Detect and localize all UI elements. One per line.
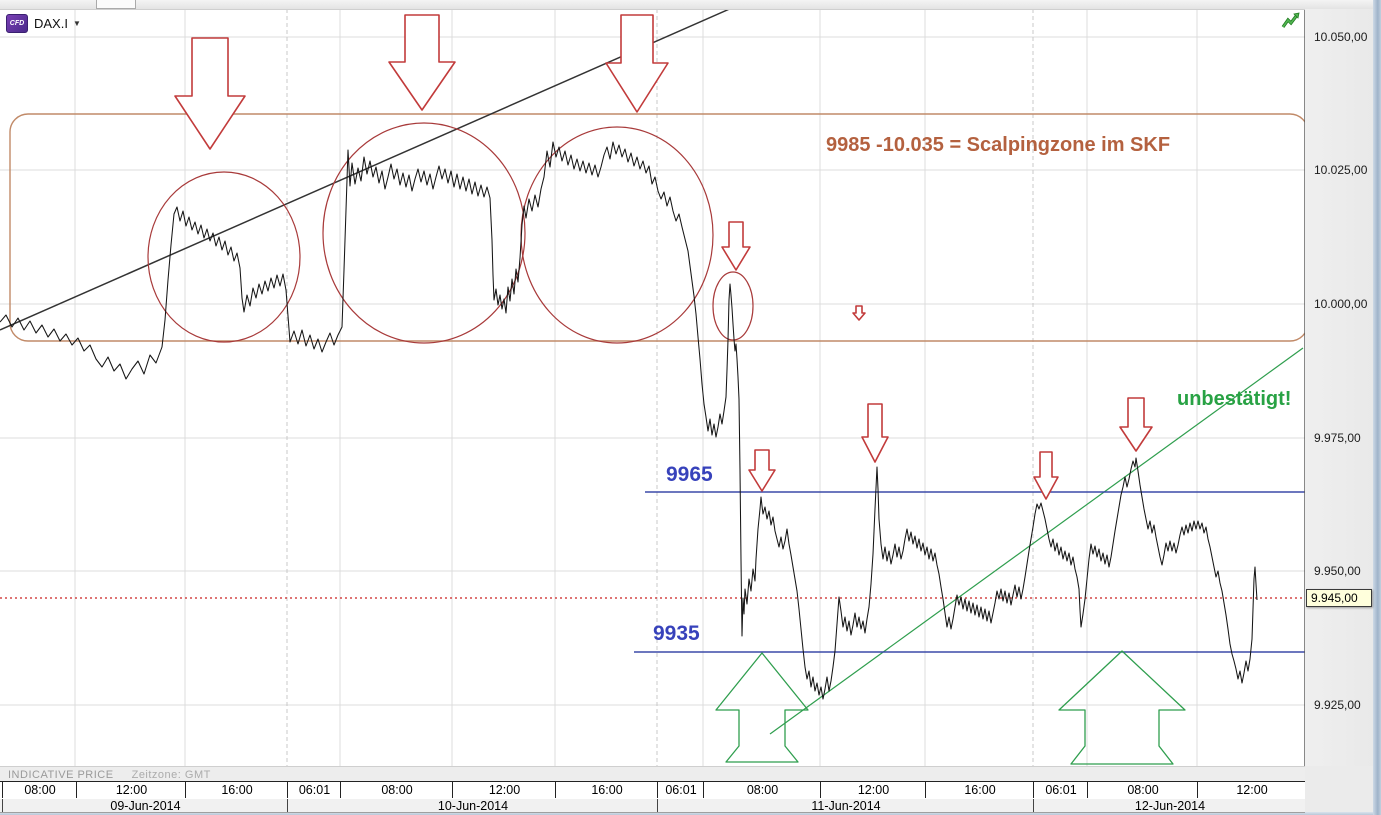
price-axis[interactable] — [1305, 9, 1373, 766]
toolbar-fragment[interactable] — [96, 0, 136, 9]
red-down-arrow[interactable] — [605, 14, 669, 113]
last-price-tag: 9.945,00 — [1306, 589, 1372, 607]
time-axis-label: 12:00 — [76, 782, 186, 798]
axis-corner — [1305, 766, 1373, 812]
time-axis-label: 06:01 — [1033, 782, 1088, 798]
price-axis-label: 10.000,00 — [1314, 297, 1368, 311]
time-axis-label: 16:00 — [925, 782, 1034, 798]
instrument-name: DAX.I — [34, 15, 68, 31]
price-axis-label: 9.925,00 — [1314, 698, 1361, 712]
time-axis-label: 08:00 — [1087, 782, 1198, 798]
scalping-zone-note[interactable]: 9985 -10.035 = Scalpingzone im SKF — [826, 134, 1171, 156]
highlight-circle[interactable] — [147, 171, 301, 343]
time-axis-label: 08:00 — [703, 782, 821, 798]
chevron-down-icon[interactable]: ▼ — [72, 18, 81, 28]
red-down-arrow[interactable] — [861, 403, 889, 463]
red-down-arrow[interactable] — [174, 37, 246, 150]
date-axis-label: 10-Jun-2014 — [287, 799, 658, 813]
indicative-price-label: INDICATIVE PRICE — [8, 768, 114, 781]
unconfirmed-note[interactable]: unbestätigt! — [1177, 388, 1292, 410]
cfd-instrument-icon: CFD — [6, 13, 28, 33]
green-up-arrow[interactable] — [715, 652, 809, 763]
price-axis-label: 10.025,00 — [1314, 163, 1368, 177]
time-axis-label: 06:01 — [657, 782, 704, 798]
time-axis-label: 16:00 — [555, 782, 658, 798]
support-level-label[interactable]: 9935 — [653, 622, 700, 645]
time-axis-label: 16:00 — [185, 782, 288, 798]
highlight-circle[interactable] — [712, 271, 754, 341]
timezone-label: Zeitzone: GMT — [131, 768, 211, 781]
red-down-arrow[interactable] — [1119, 397, 1153, 452]
resistance-level-label[interactable]: 9965 — [666, 463, 713, 486]
green-trendline[interactable] — [769, 347, 1304, 735]
highlight-circle[interactable] — [322, 122, 526, 344]
red-down-arrow[interactable] — [721, 221, 751, 271]
chart-footer: INDICATIVE PRICE Zeitzone: GMT — [0, 766, 1305, 782]
date-axis[interactable]: 09-Jun-2014 10-Jun-2014 11-Jun-2014 12-Jun-… — [0, 799, 1305, 813]
price-axis-label: 10.050,00 — [1314, 30, 1368, 44]
time-axis-label: 12:00 — [452, 782, 556, 798]
trend-tool-icon[interactable] — [1281, 12, 1301, 32]
time-axis-label: 12:00 — [1197, 782, 1306, 798]
top-toolbar — [0, 0, 1381, 10]
price-axis-label: 9.950,00 — [1314, 564, 1361, 578]
price-axis-label: 9.975,00 — [1314, 431, 1361, 445]
price-line — [0, 141, 1258, 700]
red-down-arrow[interactable] — [1033, 451, 1059, 500]
time-axis[interactable]: 08:00 12:00 16:00 06:01 08:00 12:00 16:00 06:01… — [0, 781, 1305, 800]
red-down-arrow[interactable] — [748, 449, 776, 492]
time-axis-label: 08:00 — [340, 782, 453, 798]
date-axis-label: 09-Jun-2014 — [2, 799, 288, 813]
time-axis-label: 12:00 — [820, 782, 926, 798]
green-up-arrow[interactable] — [1058, 650, 1186, 765]
red-down-arrow[interactable] — [388, 14, 456, 111]
vertical-scrollbar[interactable] — [1373, 0, 1381, 815]
time-axis-label: 08:00 — [2, 782, 77, 798]
date-axis-label: 12-Jun-2014 — [1033, 799, 1306, 813]
date-axis-label: 11-Jun-2014 — [657, 799, 1034, 813]
horizontal-scrollbar[interactable] — [0, 812, 1373, 815]
red-down-arrow[interactable] — [852, 305, 866, 321]
instrument-selector[interactable]: CFD DAX.I ▼ — [6, 13, 81, 33]
time-axis-label: 06:01 — [287, 782, 341, 798]
